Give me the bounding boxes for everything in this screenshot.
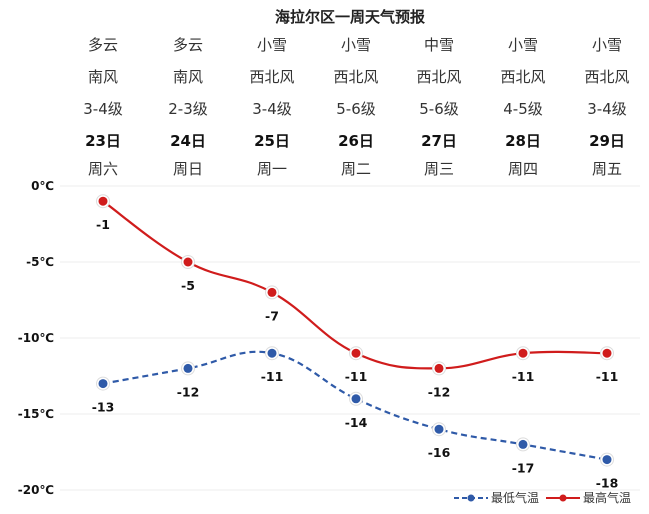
header-wind-level: 4-5级 — [503, 100, 543, 118]
data-label: -14 — [345, 415, 368, 430]
data-point — [518, 439, 528, 449]
header-wind-level: 3-4级 — [252, 100, 292, 118]
header-wind-dir: 南风 — [88, 68, 118, 86]
data-point — [267, 287, 277, 297]
data-label: -11 — [345, 369, 368, 384]
header-weekday: 周三 — [424, 160, 454, 178]
y-tick-label: 0℃ — [31, 179, 54, 193]
header-wind-dir: 南风 — [173, 68, 203, 86]
legend: 最低气温 最高气温 — [454, 490, 631, 505]
y-tick-label: -5℃ — [26, 255, 54, 269]
data-label: -17 — [512, 460, 535, 475]
header-weather: 多云 — [173, 36, 203, 54]
data-point — [267, 348, 277, 358]
data-label: -13 — [92, 400, 115, 415]
data-label: -5 — [181, 278, 195, 293]
legend-label: 最低气温 — [491, 490, 539, 505]
header-weather: 小雪 — [508, 36, 538, 54]
data-point — [602, 348, 612, 358]
data-point — [518, 348, 528, 358]
data-label: -11 — [512, 369, 535, 384]
header-weekday: 周二 — [341, 160, 371, 178]
data-label: -18 — [596, 476, 619, 491]
header-wind-dir: 西北风 — [416, 68, 461, 86]
header-wind-dir: 西北风 — [500, 68, 545, 86]
data-point — [98, 379, 108, 389]
header-date: 26日 — [338, 132, 374, 150]
series-points — [96, 194, 614, 467]
legend-label: 最高气温 — [583, 490, 631, 505]
y-tick-label: -20℃ — [18, 483, 54, 497]
header-weekday: 周一 — [257, 160, 287, 178]
header-weekday: 周四 — [508, 160, 538, 178]
gridlines — [60, 185, 640, 491]
data-point — [183, 363, 193, 373]
header-wind-level: 3-4级 — [83, 100, 123, 118]
data-label: -12 — [428, 384, 451, 399]
header-date: 29日 — [589, 132, 625, 150]
y-tick-label: -15℃ — [18, 407, 54, 421]
chart-title: 海拉尔区一周天气预报 — [275, 8, 425, 26]
legend-marker — [467, 494, 475, 502]
data-label: -1 — [96, 217, 110, 232]
data-point — [351, 348, 361, 358]
data-point — [434, 424, 444, 434]
header-weekday: 周六 — [88, 160, 118, 178]
header-date: 24日 — [170, 132, 206, 150]
header-weekday: 周日 — [173, 160, 203, 178]
data-label: -12 — [177, 384, 200, 399]
header-wind-dir: 西北风 — [249, 68, 294, 86]
header-date: 25日 — [254, 132, 290, 150]
header-weather: 小雪 — [592, 36, 622, 54]
data-point — [602, 455, 612, 465]
legend-marker — [559, 494, 567, 502]
data-labels: -1 -5 -7 -11 -12 -11 -11 -13 -12 -11 -14 -16 -17 -18 — [92, 217, 619, 490]
data-label: -11 — [596, 369, 619, 384]
header-date: 23日 — [85, 132, 121, 150]
y-axis-ticks: 0℃ -5℃ -10℃ -15℃ -20℃ — [18, 179, 54, 497]
header-wind-level: 5-6级 — [419, 100, 459, 118]
header-wind-level: 2-3级 — [168, 100, 208, 118]
data-point — [351, 394, 361, 404]
header-weather: 多云 — [88, 36, 118, 54]
header-wind-dir: 西北风 — [584, 68, 629, 86]
header-weather: 中雪 — [424, 36, 454, 54]
data-label: -7 — [265, 308, 279, 323]
header-wind-level: 3-4级 — [587, 100, 627, 118]
data-point — [434, 363, 444, 373]
data-point — [98, 196, 108, 206]
header-weather: 小雪 — [341, 36, 371, 54]
header-wind-level: 5-6级 — [336, 100, 376, 118]
header-weather: 小雪 — [257, 36, 287, 54]
data-point — [183, 257, 193, 267]
header-weekday: 周五 — [592, 160, 622, 178]
data-label: -11 — [261, 369, 284, 384]
header-date: 28日 — [505, 132, 541, 150]
data-label: -16 — [428, 445, 451, 460]
header-wind-dir: 西北风 — [333, 68, 378, 86]
series-line — [102, 200, 608, 370]
y-tick-label: -10℃ — [18, 331, 54, 345]
header-date: 27日 — [421, 132, 457, 150]
